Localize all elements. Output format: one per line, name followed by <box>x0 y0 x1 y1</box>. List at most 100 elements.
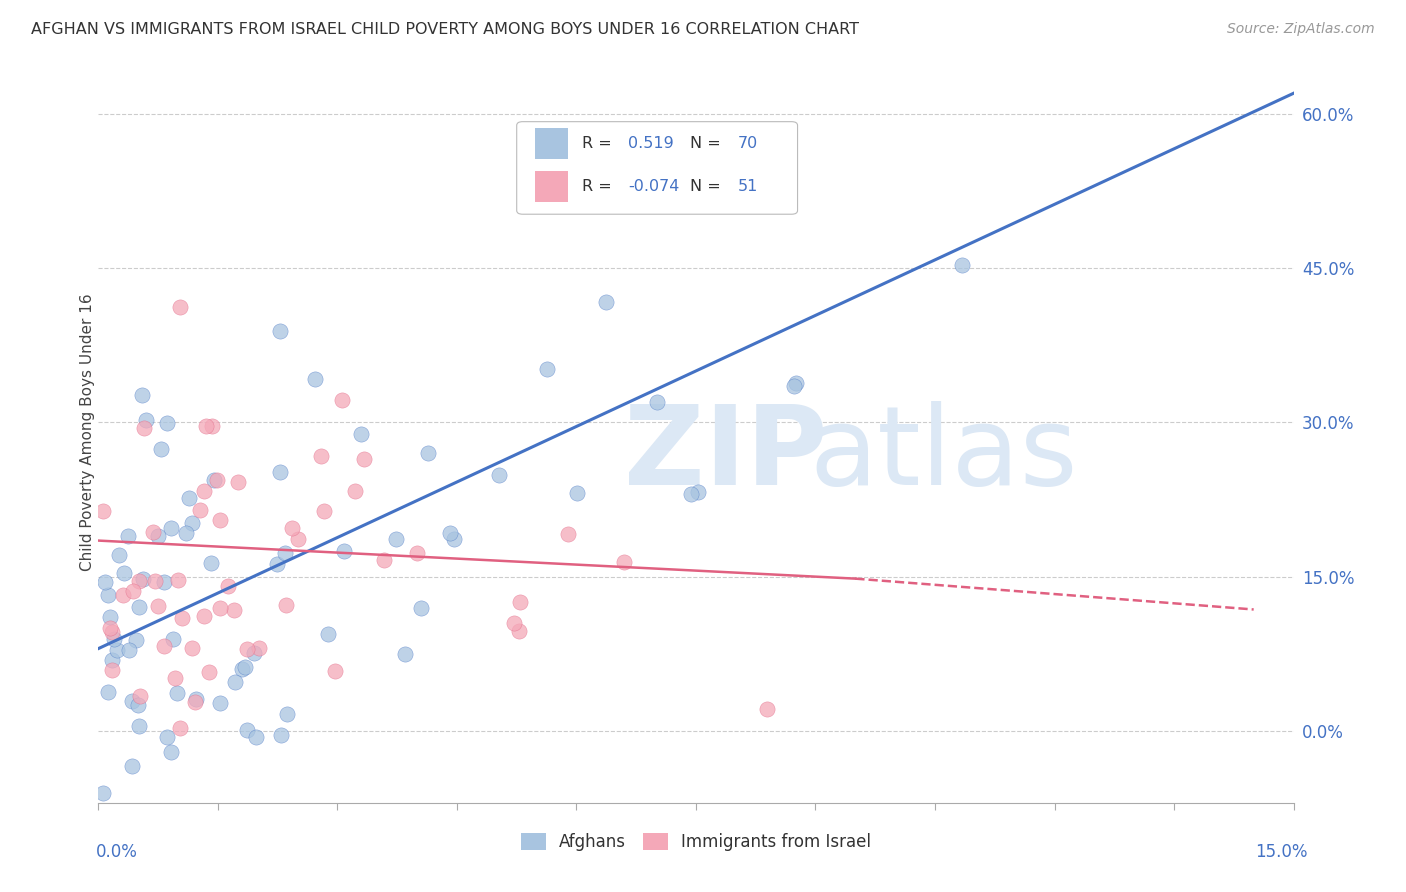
Point <box>101 624 124 639</box>
Point <box>270 728 292 742</box>
Point <box>205 473 228 487</box>
Point <box>679 486 702 500</box>
Point <box>167 573 190 587</box>
Point <box>394 647 416 661</box>
Point <box>146 599 169 614</box>
Point <box>198 665 221 679</box>
Point <box>132 573 155 587</box>
Point <box>269 465 291 479</box>
Point <box>162 632 184 647</box>
Point <box>127 698 149 712</box>
Point <box>172 610 194 624</box>
Point <box>783 379 806 393</box>
Point <box>121 694 143 708</box>
Point <box>373 552 395 566</box>
Point <box>180 641 202 656</box>
Point <box>287 533 309 547</box>
Point <box>353 452 375 467</box>
Point <box>129 690 152 704</box>
Point <box>235 723 257 737</box>
Point <box>224 675 246 690</box>
Point <box>101 653 124 667</box>
Point <box>316 627 339 641</box>
Point <box>222 602 245 616</box>
Point <box>112 588 135 602</box>
Point <box>231 662 253 676</box>
Point <box>536 362 558 376</box>
Point <box>508 624 530 638</box>
Point <box>245 730 267 744</box>
Point <box>153 574 176 589</box>
Point <box>112 566 135 581</box>
Point <box>309 449 332 463</box>
Point <box>97 685 120 699</box>
Point <box>163 671 186 685</box>
Point <box>209 600 232 615</box>
Text: R =: R = <box>582 136 617 152</box>
Legend: Afghans, Immigrants from Israel: Afghans, Immigrants from Israel <box>515 826 877 857</box>
Point <box>100 663 122 677</box>
Point <box>179 491 201 506</box>
Point <box>146 529 169 543</box>
Bar <box>534 170 568 202</box>
Point <box>186 692 208 706</box>
Point <box>153 639 176 653</box>
Point <box>243 646 266 660</box>
Point <box>208 513 231 527</box>
Text: 0.0%: 0.0% <box>96 843 138 861</box>
Point <box>150 442 173 456</box>
Point <box>330 392 353 407</box>
Point <box>304 371 326 385</box>
Point <box>686 484 709 499</box>
Point <box>200 556 222 570</box>
Point <box>247 640 270 655</box>
Point <box>193 608 215 623</box>
Point <box>557 527 579 541</box>
Text: 51: 51 <box>738 178 758 194</box>
Point <box>159 521 181 535</box>
Text: AFGHAN VS IMMIGRANTS FROM ISRAEL CHILD POVERTY AMONG BOYS UNDER 16 CORRELATION C: AFGHAN VS IMMIGRANTS FROM ISRAEL CHILD P… <box>31 22 859 37</box>
Point <box>276 599 298 613</box>
Point <box>94 574 117 589</box>
Point <box>128 719 150 733</box>
Text: 0.519: 0.519 <box>628 136 673 152</box>
Point <box>117 529 139 543</box>
Point <box>332 544 354 558</box>
Point <box>118 642 141 657</box>
Point <box>169 721 191 735</box>
Point <box>124 633 146 648</box>
Point <box>143 574 166 589</box>
Point <box>156 730 179 744</box>
Point <box>131 388 153 402</box>
Point <box>269 324 291 338</box>
Point <box>183 695 205 709</box>
Text: N =: N = <box>690 136 725 152</box>
Point <box>343 483 366 498</box>
Point <box>97 588 120 602</box>
Point <box>188 503 211 517</box>
Text: N =: N = <box>690 178 725 194</box>
Point <box>217 578 239 592</box>
Point <box>233 660 256 674</box>
Point <box>128 599 150 614</box>
Point <box>276 706 298 721</box>
Text: R =: R = <box>582 178 617 194</box>
Point <box>91 785 114 799</box>
Point <box>176 526 198 541</box>
Point <box>105 643 128 657</box>
Point <box>156 417 179 431</box>
Point <box>169 300 191 314</box>
Text: Source: ZipAtlas.com: Source: ZipAtlas.com <box>1227 22 1375 37</box>
Point <box>281 521 304 535</box>
Point <box>98 610 121 624</box>
Point <box>226 475 249 489</box>
Point <box>406 546 429 560</box>
Y-axis label: Child Poverty Among Boys Under 16: Child Poverty Among Boys Under 16 <box>80 293 94 572</box>
Point <box>312 504 335 518</box>
Point <box>411 601 433 615</box>
Point <box>613 555 636 569</box>
FancyBboxPatch shape <box>517 121 797 214</box>
Point <box>274 545 297 559</box>
Point <box>208 696 231 710</box>
Text: 70: 70 <box>738 136 758 152</box>
